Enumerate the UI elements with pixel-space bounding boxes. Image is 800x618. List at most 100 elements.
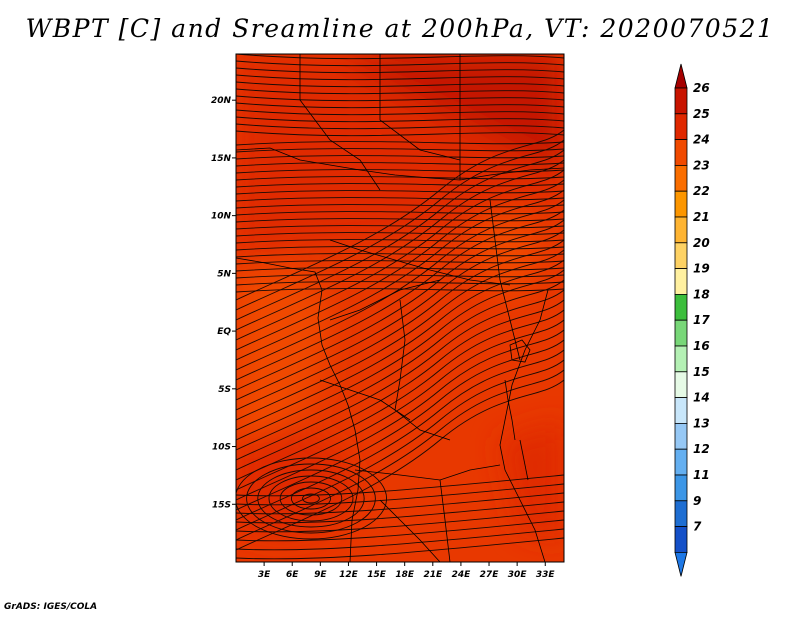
chart-title: WBPT [C] and Sreamline at 200hPa, VT: 20…: [25, 14, 775, 43]
colorbar-box: [674, 87, 688, 115]
streamline: [236, 259, 564, 431]
colorbar: 26 25 24 23 22 21 20 19 18 17 16 15 14 13 12 11 9 7: [674, 63, 710, 577]
colorbar-label: 11: [693, 468, 710, 482]
colorbar-label: 23: [693, 158, 710, 172]
lake-malawi: [519, 439, 529, 481]
lat-tick-label: 5S: [218, 385, 231, 395]
colorbar-box: [674, 526, 688, 553]
colorbar-label: 22: [693, 184, 710, 198]
colorbar-label: 20: [693, 236, 710, 250]
streamline: [236, 239, 564, 244]
colorbar-box: [674, 113, 688, 141]
border-central-4: [319, 379, 411, 421]
lake-victoria: [509, 339, 531, 363]
streamline: [236, 260, 564, 265]
lake-tanganyika: [504, 379, 516, 441]
streamline: [236, 139, 564, 311]
colorbar-box: [674, 397, 688, 424]
streamline: [236, 528, 564, 551]
streamline: [236, 239, 564, 411]
lat-tick-label: 10N: [211, 212, 232, 222]
streamline: [236, 329, 564, 501]
streamline: [236, 109, 564, 116]
border-east-1: [489, 199, 521, 361]
grads-credit: GrADS: IGES/COLA: [4, 602, 98, 612]
coastline-east: [499, 289, 549, 562]
lon-tick-label: 12E: [339, 570, 359, 580]
streamline: [236, 141, 564, 146]
colorbar-label: 17: [693, 313, 710, 327]
lon-tick-label: 18E: [395, 570, 415, 580]
colorbar-label: 15: [693, 365, 710, 379]
coastline-west: [236, 257, 361, 562]
streamline: [236, 519, 564, 542]
streamline: [236, 299, 564, 471]
wbpt-region-24-25-southeast: [500, 420, 564, 540]
wbpt-region-25-26-north: [340, 54, 564, 170]
streamline: [236, 281, 564, 286]
lon-tick-label: 9E: [314, 570, 327, 580]
streamline: [236, 309, 564, 481]
streamline: [236, 492, 564, 515]
map-frame: [235, 53, 565, 563]
axis-ticks: 3E 6E 9E 12E 15E 18E 21E 24E 27E 30E 33E 20N 15N 10N 5…: [211, 96, 556, 580]
streamline: [236, 219, 564, 391]
lon-tick-label: 24E: [452, 570, 472, 580]
colorbar-label: 21: [693, 210, 710, 224]
colorbar-box: [674, 216, 688, 244]
colorbar-label: 7: [693, 520, 702, 534]
wbpt-region-23-24-west: [236, 268, 330, 440]
colorbar-label: 18: [693, 287, 710, 301]
colorbar-box: [674, 164, 688, 192]
colorbar-label: 19: [693, 262, 710, 276]
streamline: [236, 474, 564, 497]
colorbar-box: [674, 319, 688, 347]
streamline: [236, 246, 564, 251]
streamline: [236, 289, 564, 461]
vortex-streamline: [279, 481, 343, 516]
colorbar-box: [674, 268, 688, 295]
colorbar-label: 25: [693, 107, 710, 121]
border-central-2: [329, 279, 441, 321]
lat-tick-label: 20N: [211, 96, 232, 106]
lat-tick-label: EQ: [217, 327, 231, 337]
streamline: [236, 218, 564, 223]
vortex-streamline: [257, 469, 365, 528]
lon-tick-label: 3E: [258, 570, 271, 580]
streamline: [236, 74, 564, 81]
colorbar-box: [674, 422, 688, 450]
colorbar-box: [674, 139, 688, 166]
colorbar-box: [674, 371, 688, 398]
streamline: [236, 169, 564, 174]
colorbar-box: [674, 500, 688, 527]
lon-tick-label: 27E: [480, 570, 500, 580]
streamline: [236, 95, 564, 102]
streamline: [236, 169, 564, 341]
colorbar-label: 24: [693, 133, 710, 147]
streamline: [236, 288, 564, 293]
streamline: [236, 279, 564, 451]
vortex-streamline: [236, 457, 387, 540]
streamline: [236, 199, 564, 371]
colorbar-label: 13: [693, 416, 710, 430]
colorbar-top-triangle: [674, 63, 688, 89]
map-panel: 3E 6E 9E 12E 15E 18E 21E 24E 27E 30E 33E 20N 15N 10N 5…: [211, 53, 565, 580]
vortex-streamline: [268, 475, 354, 522]
streamline: [236, 359, 564, 531]
colorbar-box: [674, 242, 688, 270]
border-north-1: [299, 54, 381, 191]
streamline: [236, 102, 564, 109]
lon-tick-label: 30E: [508, 570, 528, 580]
colorbar-label: 16: [693, 339, 710, 353]
colorbar-box: [674, 474, 688, 502]
streamline: [236, 190, 564, 195]
streamline: [236, 60, 564, 67]
streamline: [236, 537, 564, 560]
border-south-2: [439, 479, 451, 562]
vortex-streamline: [290, 487, 332, 510]
streamline: [236, 229, 564, 401]
streamline: [236, 501, 564, 524]
streamline: [236, 269, 564, 441]
streamline: [236, 211, 564, 216]
